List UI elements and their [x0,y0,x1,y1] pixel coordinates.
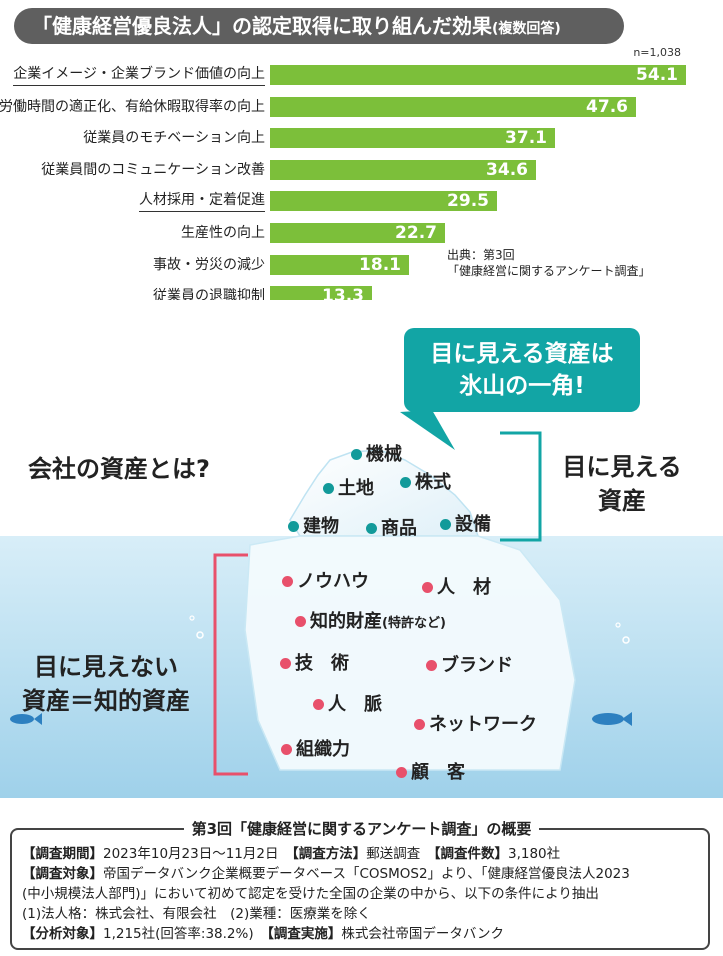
source-line-1: 出典：第3回 [447,248,515,262]
summary-line-1: 【調査期間】2023年10月23日～11月2日 【調査方法】郵送調査 【調査件数… [22,846,561,862]
asset-customers: 顧 客 [396,758,465,784]
teal-dot-icon [366,522,377,534]
asset-brand: ブランド [426,651,513,677]
teal-dot-icon [323,482,334,494]
bar-value-label: 37.1 [505,128,547,149]
invisible-label-line-2: 資産＝知的資産 [22,687,190,715]
bubble [189,615,195,621]
visible-bracket [500,431,542,542]
asset-technology: 技 術 [280,649,349,675]
bar-value-label: 34.6 [486,159,528,180]
teal-dot-icon [288,520,299,532]
bar-value-label: 47.6 [586,96,628,117]
bar-value-label: 18.1 [359,254,401,275]
fish-icon [10,713,42,725]
bar-category-label: 従業員のモチベーション向上 [83,130,265,147]
visible-assets-label: 目に見える 資産 [552,450,692,518]
bar: 29.5 [270,191,497,212]
bar: 18.1 [270,254,409,275]
summary-line-3: (中小規模法人部門)」において初めて認定を受けた全国の企業の中から、以下の条件に… [22,886,599,902]
bar-value-label: 22.7 [395,223,437,243]
asset-know-how: ノウハウ [282,567,369,593]
bar-category-label: 従業員間のコミュニケーション改善 [41,161,265,178]
chart-title: 「健康経営優良法人」の認定取得に取り組んだ効果(複数回答) [14,8,624,44]
bar-category-label: 人材採用・定着促進 [139,191,265,213]
asset-products: 商品 [366,514,417,540]
invisible-label-line-1: 目に見えない [34,653,178,681]
source-note: 出典：第3回 「健康経営に関するアンケート調査」 [447,247,651,279]
bar-category-label: 事故・労災の減少 [153,256,265,273]
bar-category-label: 労働時間の適正化、有給休暇取得率の向上 [0,98,265,115]
summary-line-4: (1)法人格：株式会社、有限会社 (2)業種：医療業を除く [22,906,371,922]
bubble [622,636,630,644]
bar: 37.1 [270,128,555,149]
pink-dot-icon [313,698,324,710]
bar-category-label: 生産性の向上 [181,225,265,241]
pink-dot-icon [295,615,306,627]
pink-dot-icon [280,657,291,669]
invisible-assets-label: 目に見えない 資産＝知的資産 [8,650,204,718]
iceberg-submerged [244,535,576,771]
iceberg-tip [289,449,480,537]
asset-human-resources: 人 材 [422,573,491,599]
asset-organization: 組織力 [281,735,350,761]
bar: 34.6 [270,159,536,180]
bar: 47.6 [270,96,636,117]
pink-dot-icon [426,659,437,671]
callout-line-2: 氷山の一角! [459,373,585,399]
asset-connections: 人 脈 [313,690,382,716]
chart-title-suffix: (複数回答) [492,21,561,37]
asset-stocks: 株式 [400,468,451,494]
summary-line-2: 【調査対象】帝国データバンク企業概要データベース「COSMOS2」より、「健康経… [22,866,630,882]
teal-dot-icon [400,476,411,488]
pink-dot-icon [422,581,433,593]
invisible-bracket [213,553,248,776]
source-line-2: 「健康経営に関するアンケート調査」 [447,264,651,278]
visible-label-line-2: 資産 [598,487,646,515]
bar-category-label: 企業イメージ・企業ブランド価値の向上 [13,65,265,86]
callout-pointer [400,410,455,450]
asset-equipment: 設備 [440,510,491,536]
sample-size-note: n=1,038 [633,46,681,59]
question-label: 会社の資産とは? [28,455,210,483]
pink-dot-icon [414,718,425,730]
survey-summary-lines: 【調査期間】2023年10月23日～11月2日 【調査方法】郵送調査 【調査件数… [22,844,630,944]
bar: 22.7 [270,223,445,243]
callout-line-1: 目に見える資産は [430,341,614,367]
asset-network: ネットワーク [414,710,537,736]
pink-dot-icon [396,766,407,778]
pink-dot-icon [282,575,293,587]
callout-box: 目に見える資産は 氷山の一角! [404,328,640,412]
teal-dot-icon [440,518,451,530]
teal-dot-icon [351,448,362,460]
asset-land: 土地 [323,474,374,500]
summary-line-5: 【分析対象】1,215社(回答率:38.2%) 【調査実施】株式会社帝国データバ… [22,926,505,942]
asset-machinery: 機械 [351,440,402,466]
pink-dot-icon [281,743,292,755]
asset-buildings: 建物 [288,512,339,538]
bar-value-label: 29.5 [447,191,489,212]
bar-value-label: 54.1 [636,65,678,85]
survey-summary-title: 第3回「健康経営に関するアンケート調査」の概要 [0,818,723,839]
chart-title-main: 「健康経営優良法人」の認定取得に取り組んだ効果 [32,14,492,38]
bar: 54.1 [270,65,686,85]
asset-intellectual-property: 知的財産(特許など) [295,607,446,633]
bubble [615,622,621,628]
bubble [196,631,204,639]
fish-icon [592,712,632,726]
visible-label-line-1: 目に見える [562,453,682,481]
